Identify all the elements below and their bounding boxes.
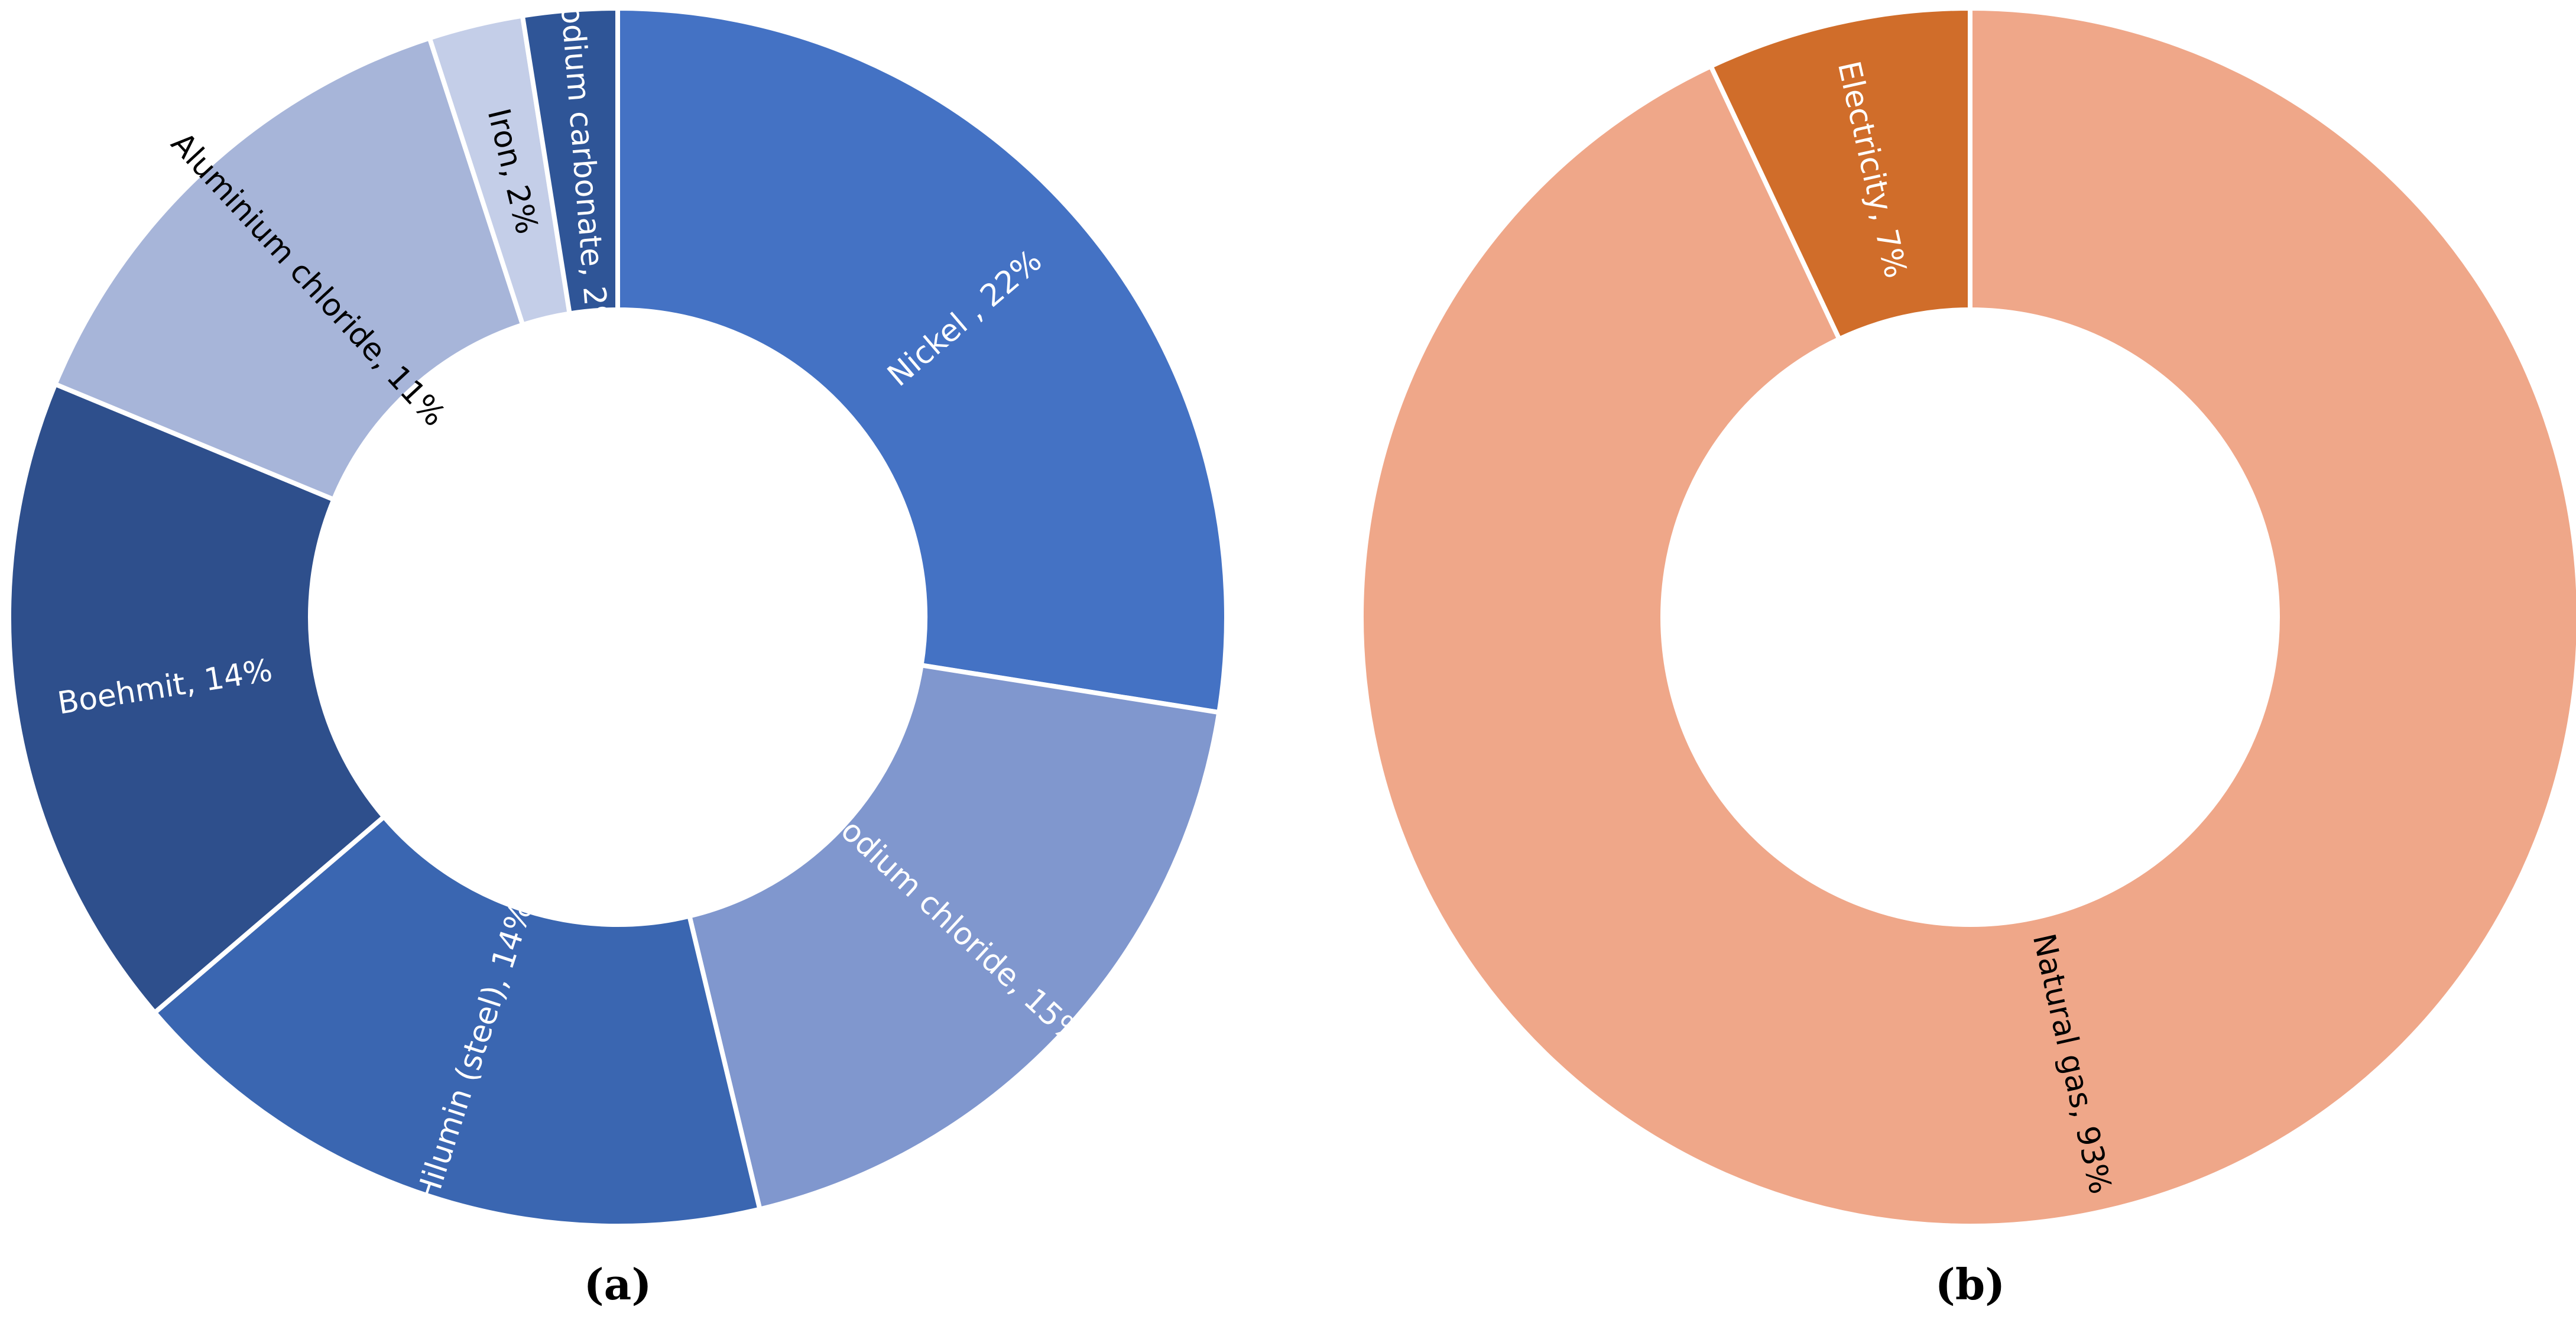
slice-natural-gas bbox=[1359, 5, 2576, 1228]
slice-electricity bbox=[1708, 5, 1972, 342]
slice-boehmit bbox=[7, 381, 388, 1016]
slice-nickel bbox=[615, 5, 1229, 715]
caption-b: (b) bbox=[1935, 1259, 2005, 1309]
slice-sodium-carbonate bbox=[520, 5, 620, 316]
donut-chart-materials: Nickel , 22%Sodium chloride, 15%Hilumin … bbox=[7, 0, 1229, 1228]
slice-sodium-chloride bbox=[686, 662, 1222, 1212]
donut-chart-energy: Natural gas, 93%Electricity, 7% bbox=[1359, 5, 2576, 1228]
caption-a: (a) bbox=[584, 1259, 652, 1309]
slice-aluminium-chloride bbox=[52, 35, 526, 503]
slice-hilumin-steel bbox=[151, 813, 763, 1228]
